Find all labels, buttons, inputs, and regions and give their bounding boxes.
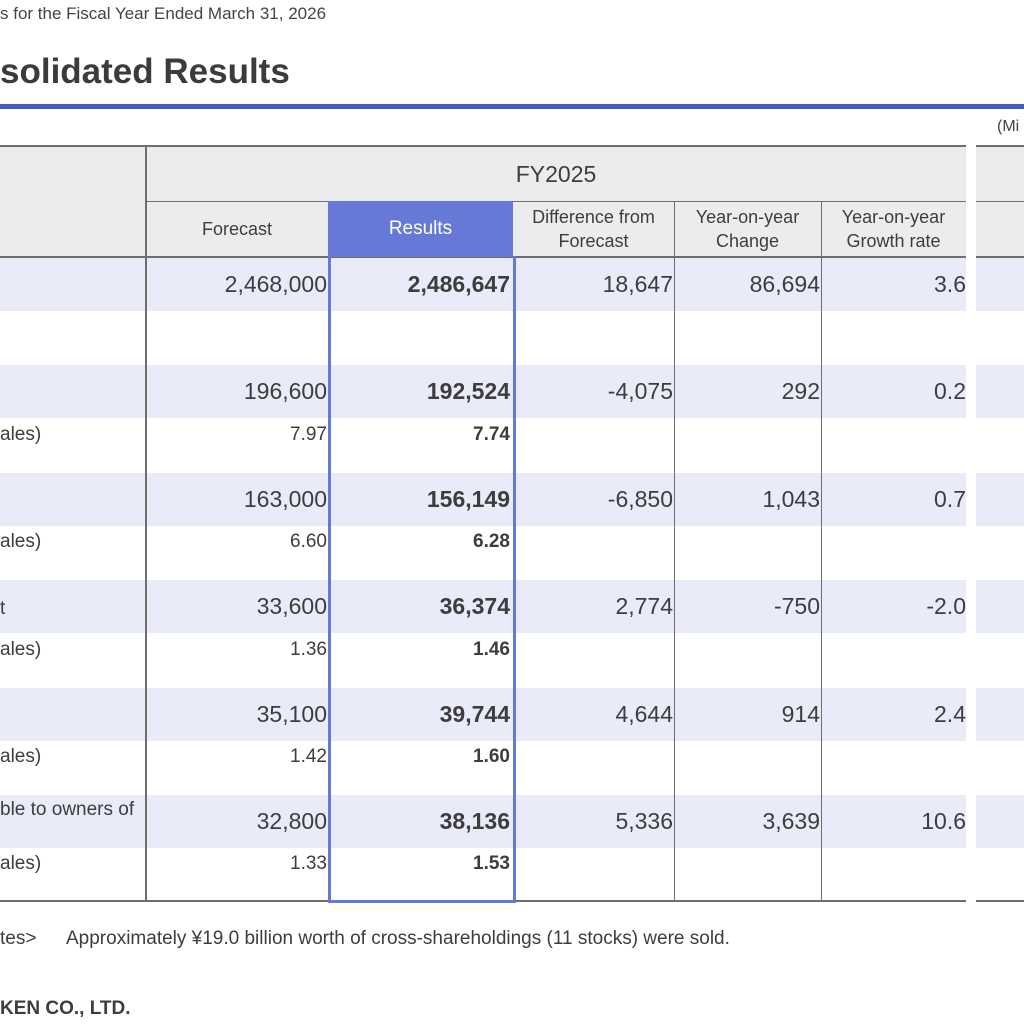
page-title: solidated Results [0,52,290,91]
yoy-change-value: 914 [781,701,820,727]
row-band [976,795,1024,848]
yoy-rate-header-line2: Growth rate [846,231,941,251]
row-band [976,365,1024,418]
header-bottom-line [0,256,966,258]
yoy-rate-value: 0.7 [934,486,966,512]
yoy-change-value: -750 [773,593,820,619]
fy2025-group-header: FY2025 [515,161,597,187]
ratio-row-label: ales) [0,639,42,660]
difference-value: 4,644 [615,701,673,727]
ratio-row-label: ales) [0,424,42,445]
difference-value: 2,774 [615,593,673,619]
title-underline [0,104,1024,109]
results-ratio: 6.28 [473,531,510,552]
yoy-rate-value: 3.6 [934,271,966,297]
header-mid-line [146,201,966,202]
forecast-value: 32,800 [256,808,327,834]
results-ratio: 7.74 [473,424,510,445]
results-column-header: Results [328,201,513,257]
row-band [976,580,1024,633]
yoy-change-value: 292 [781,378,820,404]
yoy-rate-value: 10.6 [921,808,966,834]
ratio-row-label: ales) [0,746,42,767]
header-top-line [0,145,966,147]
row-band [0,795,966,848]
difference-value: -4,075 [607,378,673,404]
yoy-rate-value: 2.4 [934,701,966,727]
results-value: 38,136 [439,808,510,834]
row-label: ble to owners of [0,799,135,820]
note-text: Approximately ¥19.0 billion worth of cro… [66,928,730,949]
difference-header-line1: Difference from [532,207,655,227]
forecast-ratio: 1.36 [290,639,327,660]
col-line-change [821,202,822,901]
difference-value: 5,336 [615,808,673,834]
row-label: t [0,598,6,619]
results-value: 156,149 [426,486,510,512]
ratio-row-label: ales) [0,853,42,874]
yoy-change-header-line1: Year-on-year [695,207,800,227]
forecast-ratio: 7.97 [290,424,327,445]
results-ratio: 1.53 [473,853,510,874]
row-band [976,688,1024,741]
row-band [0,258,966,311]
results-column-highlight [328,256,516,903]
difference-column-header: Difference from Forecast [513,202,674,256]
results-ratio: 1.46 [473,639,510,660]
col-line-diff [674,202,675,901]
yoy-rate-value: 0.2 [934,378,966,404]
forecast-value: 2,468,000 [224,271,327,297]
row-band [0,473,966,526]
forecast-ratio: 6.60 [290,531,327,552]
yoy-rate-header-line1: Year-on-year [841,207,946,227]
yoy-rate-column-header: Year-on-year Growth rate [821,202,966,256]
difference-value: -6,850 [607,486,673,512]
row-band [0,365,966,418]
yoy-rate-value: -2.0 [926,593,966,619]
yoy-change-value: 3,639 [762,808,820,834]
next-header-mid-line [976,201,1024,202]
row-band [976,473,1024,526]
row-band [976,258,1024,311]
forecast-value: 196,600 [243,378,327,404]
forecast-value: 163,000 [243,486,327,512]
difference-header-line2: Forecast [558,231,629,251]
company-name: KEN CO., LTD. [0,998,131,1019]
yoy-change-value: 86,694 [749,271,820,297]
next-header-bottom-line [976,256,1024,258]
row-band [0,688,966,741]
next-table-bottom-line [976,900,1024,902]
yoy-change-value: 1,043 [762,486,820,512]
forecast-value: 33,600 [256,593,327,619]
note-label: tes> [0,928,37,949]
next-header-top-line [976,145,1024,147]
row-band [0,580,966,633]
forecast-ratio: 1.33 [290,853,327,874]
col-line-label [145,146,147,901]
results-value: 39,744 [439,701,510,727]
forecast-column-header: Forecast [201,219,273,239]
unit-label: (Mi [997,118,1020,135]
forecast-ratio: 1.42 [290,746,327,767]
results-value: 192,524 [426,378,510,404]
ratio-row-label: ales) [0,531,42,552]
difference-value: 18,647 [602,271,673,297]
forecast-value: 35,100 [256,701,327,727]
page-subtitle: s for the Fiscal Year Ended March 31, 20… [0,4,327,23]
results-value: 2,486,647 [407,271,510,297]
results-ratio: 1.60 [473,746,510,767]
yoy-change-header-line2: Change [715,231,780,251]
yoy-change-column-header: Year-on-year Change [674,202,821,256]
results-value: 36,374 [439,593,510,619]
